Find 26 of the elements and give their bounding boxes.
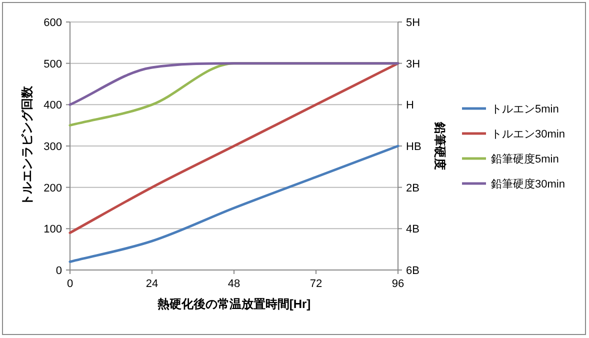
y-tick-label: 200 <box>44 182 62 194</box>
x-tick-label: 96 <box>392 278 404 290</box>
category-label: 4B <box>406 224 420 236</box>
x-tick-label: 0 <box>66 278 74 290</box>
y-axis-title: トルエンラビング回数 <box>20 85 34 206</box>
y-tick-label: 500 <box>44 58 62 70</box>
legend-label: トルエン30min <box>491 128 565 140</box>
x-tick-label: 48 <box>228 278 240 290</box>
category-label: HB <box>406 141 422 153</box>
y-tick-label: 0 <box>56 265 62 277</box>
category-label: 5H <box>406 17 420 29</box>
legend-label: トルエン5min <box>491 104 559 116</box>
x-axis-title: 熱硬化後の常温放置時間[Hr] <box>156 297 311 311</box>
y-tick-label: 400 <box>44 100 62 112</box>
legend-label: 鉛筆硬度5min <box>491 152 559 166</box>
y2-axis-title: 鉛筆硬度 <box>433 121 447 170</box>
y-tick-label: 100 <box>44 224 62 236</box>
x-tick-label: 24 <box>146 278 158 290</box>
category-label: H <box>406 100 414 112</box>
legend-label: 鉛筆硬度30min <box>491 178 565 190</box>
category-label: 3H <box>406 58 420 70</box>
category-label: 2B <box>406 182 420 194</box>
y-tick-label: 600 <box>44 17 62 29</box>
x-tick-label: 72 <box>310 278 322 290</box>
category-label: 6B <box>406 265 420 277</box>
y-tick-label: 300 <box>44 141 62 153</box>
